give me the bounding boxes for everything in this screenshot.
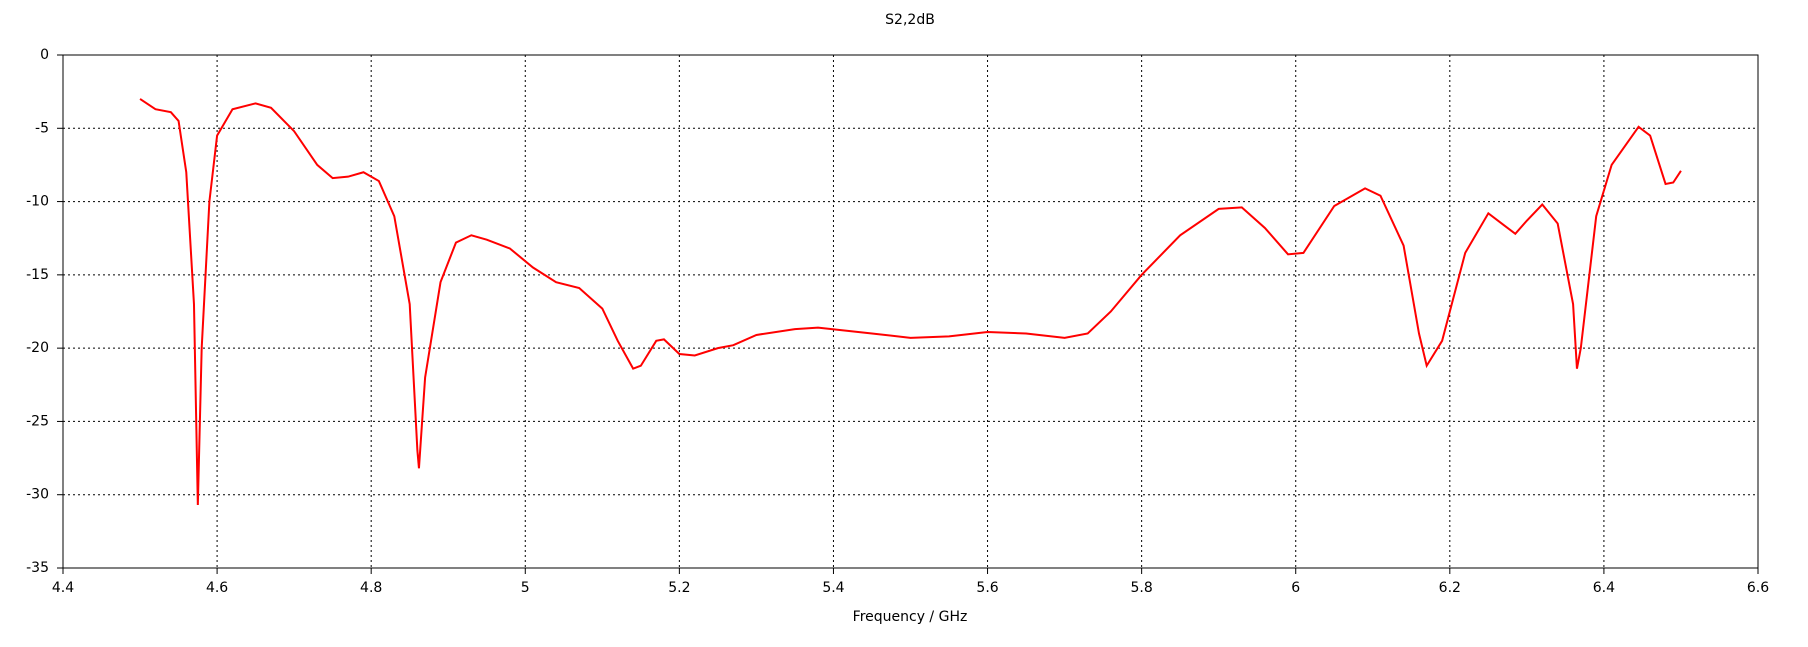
x-tick-label: 5.6	[976, 580, 998, 596]
x-tick-label: 6	[1291, 580, 1300, 596]
x-tick-label: 6.2	[1439, 580, 1461, 596]
x-axis-label: Frequency / GHz	[853, 609, 968, 625]
y-tick-label: 0	[40, 47, 49, 63]
x-tick-label: 6.4	[1593, 580, 1615, 596]
y-tick-label: -25	[26, 413, 49, 429]
x-tick-label: 5	[521, 580, 530, 596]
data-line	[139, 98, 1682, 505]
x-tick-label: 4.4	[52, 580, 74, 596]
chart-title: S2,2dB	[885, 12, 935, 28]
x-tick-label: 6.6	[1747, 580, 1769, 596]
y-tick-label: -35	[26, 560, 49, 576]
y-tick-label: -5	[35, 120, 49, 136]
x-tick-label: 4.6	[206, 580, 228, 596]
y-tick-label: -10	[26, 194, 49, 210]
plot-frame	[62, 54, 1759, 569]
y-tick-label: -30	[26, 487, 49, 503]
x-tick-label: 5.2	[668, 580, 690, 596]
y-tick-label: -20	[26, 340, 49, 356]
x-tick-label: 5.4	[822, 580, 844, 596]
y-tick-label: -15	[26, 267, 49, 283]
x-tick-label: 5.8	[1131, 580, 1153, 596]
x-tick-label: 4.8	[360, 580, 382, 596]
